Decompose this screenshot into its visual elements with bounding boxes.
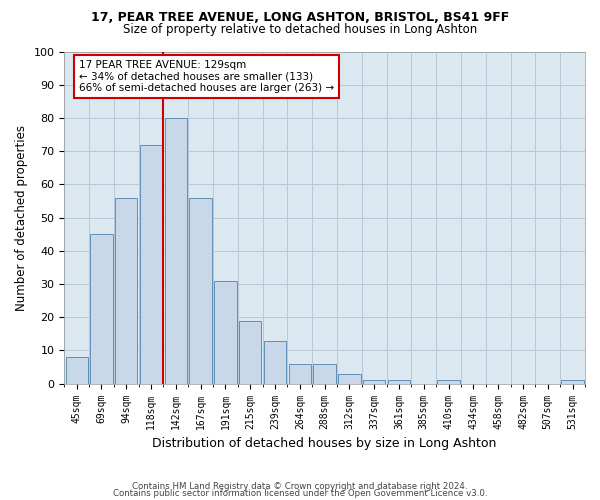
Bar — [289, 364, 311, 384]
Bar — [562, 380, 584, 384]
Y-axis label: Number of detached properties: Number of detached properties — [15, 124, 28, 310]
Bar — [165, 118, 187, 384]
Text: 17 PEAR TREE AVENUE: 129sqm
← 34% of detached houses are smaller (133)
66% of se: 17 PEAR TREE AVENUE: 129sqm ← 34% of det… — [79, 60, 334, 93]
Bar — [388, 380, 410, 384]
Bar — [437, 380, 460, 384]
Bar — [363, 380, 385, 384]
Text: Contains HM Land Registry data © Crown copyright and database right 2024.: Contains HM Land Registry data © Crown c… — [132, 482, 468, 491]
Bar — [65, 357, 88, 384]
Text: Contains public sector information licensed under the Open Government Licence v3: Contains public sector information licen… — [113, 489, 487, 498]
Bar — [313, 364, 336, 384]
Bar — [239, 320, 262, 384]
Bar — [264, 340, 286, 384]
Bar — [140, 144, 162, 384]
Bar — [91, 234, 113, 384]
Bar — [190, 198, 212, 384]
X-axis label: Distribution of detached houses by size in Long Ashton: Distribution of detached houses by size … — [152, 437, 497, 450]
Bar — [214, 280, 236, 384]
Text: Size of property relative to detached houses in Long Ashton: Size of property relative to detached ho… — [123, 22, 477, 36]
Text: 17, PEAR TREE AVENUE, LONG ASHTON, BRISTOL, BS41 9FF: 17, PEAR TREE AVENUE, LONG ASHTON, BRIST… — [91, 11, 509, 24]
Bar — [338, 374, 361, 384]
Bar — [115, 198, 137, 384]
